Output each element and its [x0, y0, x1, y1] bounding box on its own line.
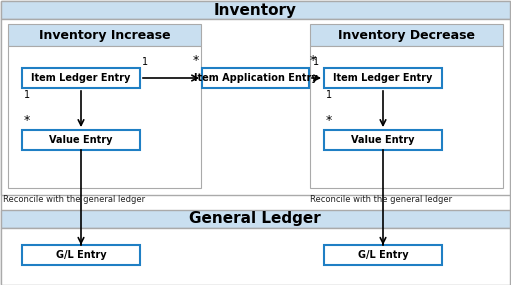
Text: Item Ledger Entry: Item Ledger Entry: [31, 73, 131, 83]
Text: *: *: [193, 54, 199, 67]
Bar: [1, 228, 510, 285]
Bar: [324, 68, 442, 88]
Text: Inventory Increase: Inventory Increase: [39, 28, 170, 42]
Bar: [22, 130, 140, 150]
Text: Value Entry: Value Entry: [49, 135, 113, 145]
Bar: [1, 19, 510, 195]
Text: 1: 1: [142, 57, 148, 67]
Text: *: *: [326, 114, 332, 127]
Bar: [310, 24, 503, 46]
Text: General Ledger: General Ledger: [189, 211, 321, 227]
Text: *: *: [24, 114, 30, 127]
Text: Inventory: Inventory: [214, 3, 296, 17]
Bar: [1, 210, 510, 228]
Text: G/L Entry: G/L Entry: [358, 250, 408, 260]
Text: Item Ledger Entry: Item Ledger Entry: [333, 73, 433, 83]
Text: 1: 1: [313, 57, 319, 67]
Text: Reconcile with the general ledger: Reconcile with the general ledger: [310, 195, 452, 204]
Text: Value Entry: Value Entry: [351, 135, 415, 145]
Text: Inventory Decrease: Inventory Decrease: [338, 28, 475, 42]
Bar: [22, 68, 140, 88]
Text: 1: 1: [24, 90, 30, 100]
Bar: [202, 68, 309, 88]
Bar: [324, 245, 442, 265]
Bar: [310, 46, 503, 188]
Bar: [8, 24, 201, 46]
Text: G/L Entry: G/L Entry: [56, 250, 106, 260]
Bar: [1, 1, 510, 19]
Text: Reconcile with the general ledger: Reconcile with the general ledger: [3, 195, 145, 204]
Bar: [22, 245, 140, 265]
Text: Item Application Entry: Item Application Entry: [194, 73, 317, 83]
Text: 1: 1: [326, 90, 332, 100]
Bar: [8, 46, 201, 188]
Bar: [324, 130, 442, 150]
Text: *: *: [310, 54, 316, 67]
